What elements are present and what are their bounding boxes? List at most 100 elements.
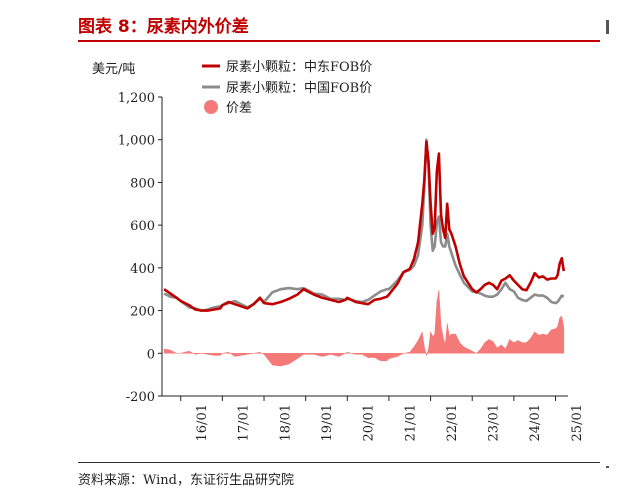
spread-area-segment: [413, 339, 419, 354]
spread-area-segment: [475, 348, 481, 354]
spread-area-segment: [297, 353, 304, 360]
x-tick-label: 22/01: [445, 404, 460, 441]
spread-area-segment: [542, 333, 548, 354]
spread-area-segment: [213, 353, 221, 356]
spread-area-segment: [432, 333, 435, 354]
x-tick-label: 18/01: [278, 404, 293, 441]
spread-area-segment: [374, 353, 381, 362]
spread-area-segment: [463, 346, 469, 354]
spread-area-segment: [430, 331, 433, 354]
spread-area-segment: [521, 342, 527, 354]
spread-area-segment: [345, 351, 348, 354]
series-line-china-fob: [163, 138, 565, 312]
y-tick-label: 1,200: [118, 91, 155, 106]
spread-area-segment: [471, 350, 477, 354]
spread-area-segment: [330, 353, 340, 357]
spread-area-segment: [517, 340, 523, 354]
spread-area-segment: [322, 353, 331, 357]
spread-area-segment: [436, 290, 440, 354]
spread-area-segment: [234, 353, 242, 357]
spread-area-segment: [288, 353, 298, 365]
chart-title: 图表 8：尿素内外价差: [78, 17, 249, 37]
x-tick-label: 19/01: [320, 404, 335, 441]
spread-area-segment: [488, 338, 494, 354]
spread-area-segment: [422, 331, 425, 354]
legend-label: 价差: [226, 101, 252, 116]
y-tick-label: 1,000: [118, 134, 155, 149]
x-tick-label: 23/01: [487, 404, 502, 441]
edge-mark: [606, 20, 609, 34]
spread-area-segment: [367, 353, 375, 358]
x-tick-label: 16/01: [195, 404, 210, 441]
spread-area-segment: [305, 353, 315, 355]
spread-area-segment: [442, 336, 446, 354]
line-layer: [163, 138, 566, 312]
spread-area-segment: [451, 333, 456, 354]
edge-mark: [606, 466, 609, 468]
y-axis-label: 美元/吨: [92, 62, 135, 77]
spread-area-segment: [449, 333, 452, 354]
spread-area-segment: [253, 351, 261, 354]
spread-area-segment: [355, 353, 363, 355]
spread-area-segment: [303, 353, 306, 355]
spread-area-segment: [496, 344, 502, 354]
spread-area-segment: [163, 348, 171, 354]
spread-area-segment: [428, 331, 431, 354]
spread-area-layer: [163, 290, 565, 367]
spread-area-segment: [513, 340, 519, 354]
x-tick-label: 25/01: [570, 404, 585, 441]
spread-area-segment: [444, 323, 448, 354]
x-tick-label: 17/01: [237, 404, 252, 441]
spread-area-segment: [557, 317, 560, 354]
spread-area-segment: [526, 337, 531, 354]
spread-area-segment: [397, 353, 404, 357]
spread-area-segment: [247, 353, 254, 355]
legend-label: 尿素小颗粒：中东FOB价: [226, 60, 372, 75]
spread-area-segment: [555, 325, 558, 354]
spread-area-segment: [188, 350, 196, 355]
spread-area-segment: [534, 331, 540, 354]
spread-area-segment: [201, 353, 209, 355]
spread-area-segment: [220, 353, 223, 357]
y-tick-label: 0: [147, 347, 155, 362]
source-note: 资料来源：Wind，东证衍生品研究院: [78, 473, 294, 488]
spread-area-segment: [228, 351, 236, 357]
spread-area-segment: [347, 351, 356, 355]
y-tick-label: 600: [130, 219, 155, 234]
spread-area-segment: [280, 353, 290, 367]
axis-layer: -200 0 200 400 600 800 1,000 1,200 16/01 17/01 18/…: [118, 91, 585, 441]
spread-area-segment: [484, 338, 490, 354]
spread-area-segment: [380, 353, 388, 362]
spread-area-segment: [467, 348, 473, 354]
spread-area-segment: [551, 328, 556, 354]
spread-area-segment: [170, 349, 177, 354]
spread-area-segment: [480, 341, 485, 354]
spread-area-segment: [409, 346, 415, 354]
legend-label: 尿素小颗粒：中国FOB价: [226, 81, 372, 96]
spread-area-segment: [561, 315, 565, 354]
spread-area-segment: [501, 344, 506, 354]
spread-area-segment: [434, 302, 438, 354]
y-tick-label: 400: [130, 262, 155, 277]
spread-area-segment: [538, 333, 544, 354]
spread-area-segment: [417, 331, 423, 354]
series-line-mideast-fob: [163, 140, 566, 312]
spread-area-segment: [338, 353, 346, 357]
spread-area-segment: [180, 350, 190, 354]
y-tick-label: 800: [130, 176, 155, 191]
x-tick-label: 24/01: [528, 404, 543, 441]
y-tick-label: -200: [126, 390, 155, 405]
spread-area-segment: [530, 331, 535, 354]
spread-area-segment: [424, 346, 427, 356]
spread-area-segment: [546, 329, 552, 354]
spread-area-segment: [446, 323, 450, 354]
footer-rule: [78, 462, 600, 463]
spread-area-segment: [455, 333, 460, 354]
spread-area-segment: [426, 348, 429, 356]
spread-area-segment: [403, 351, 411, 354]
spread-area-segment: [386, 353, 390, 362]
spread-area-segment: [263, 353, 273, 366]
title-rule: [78, 40, 600, 42]
